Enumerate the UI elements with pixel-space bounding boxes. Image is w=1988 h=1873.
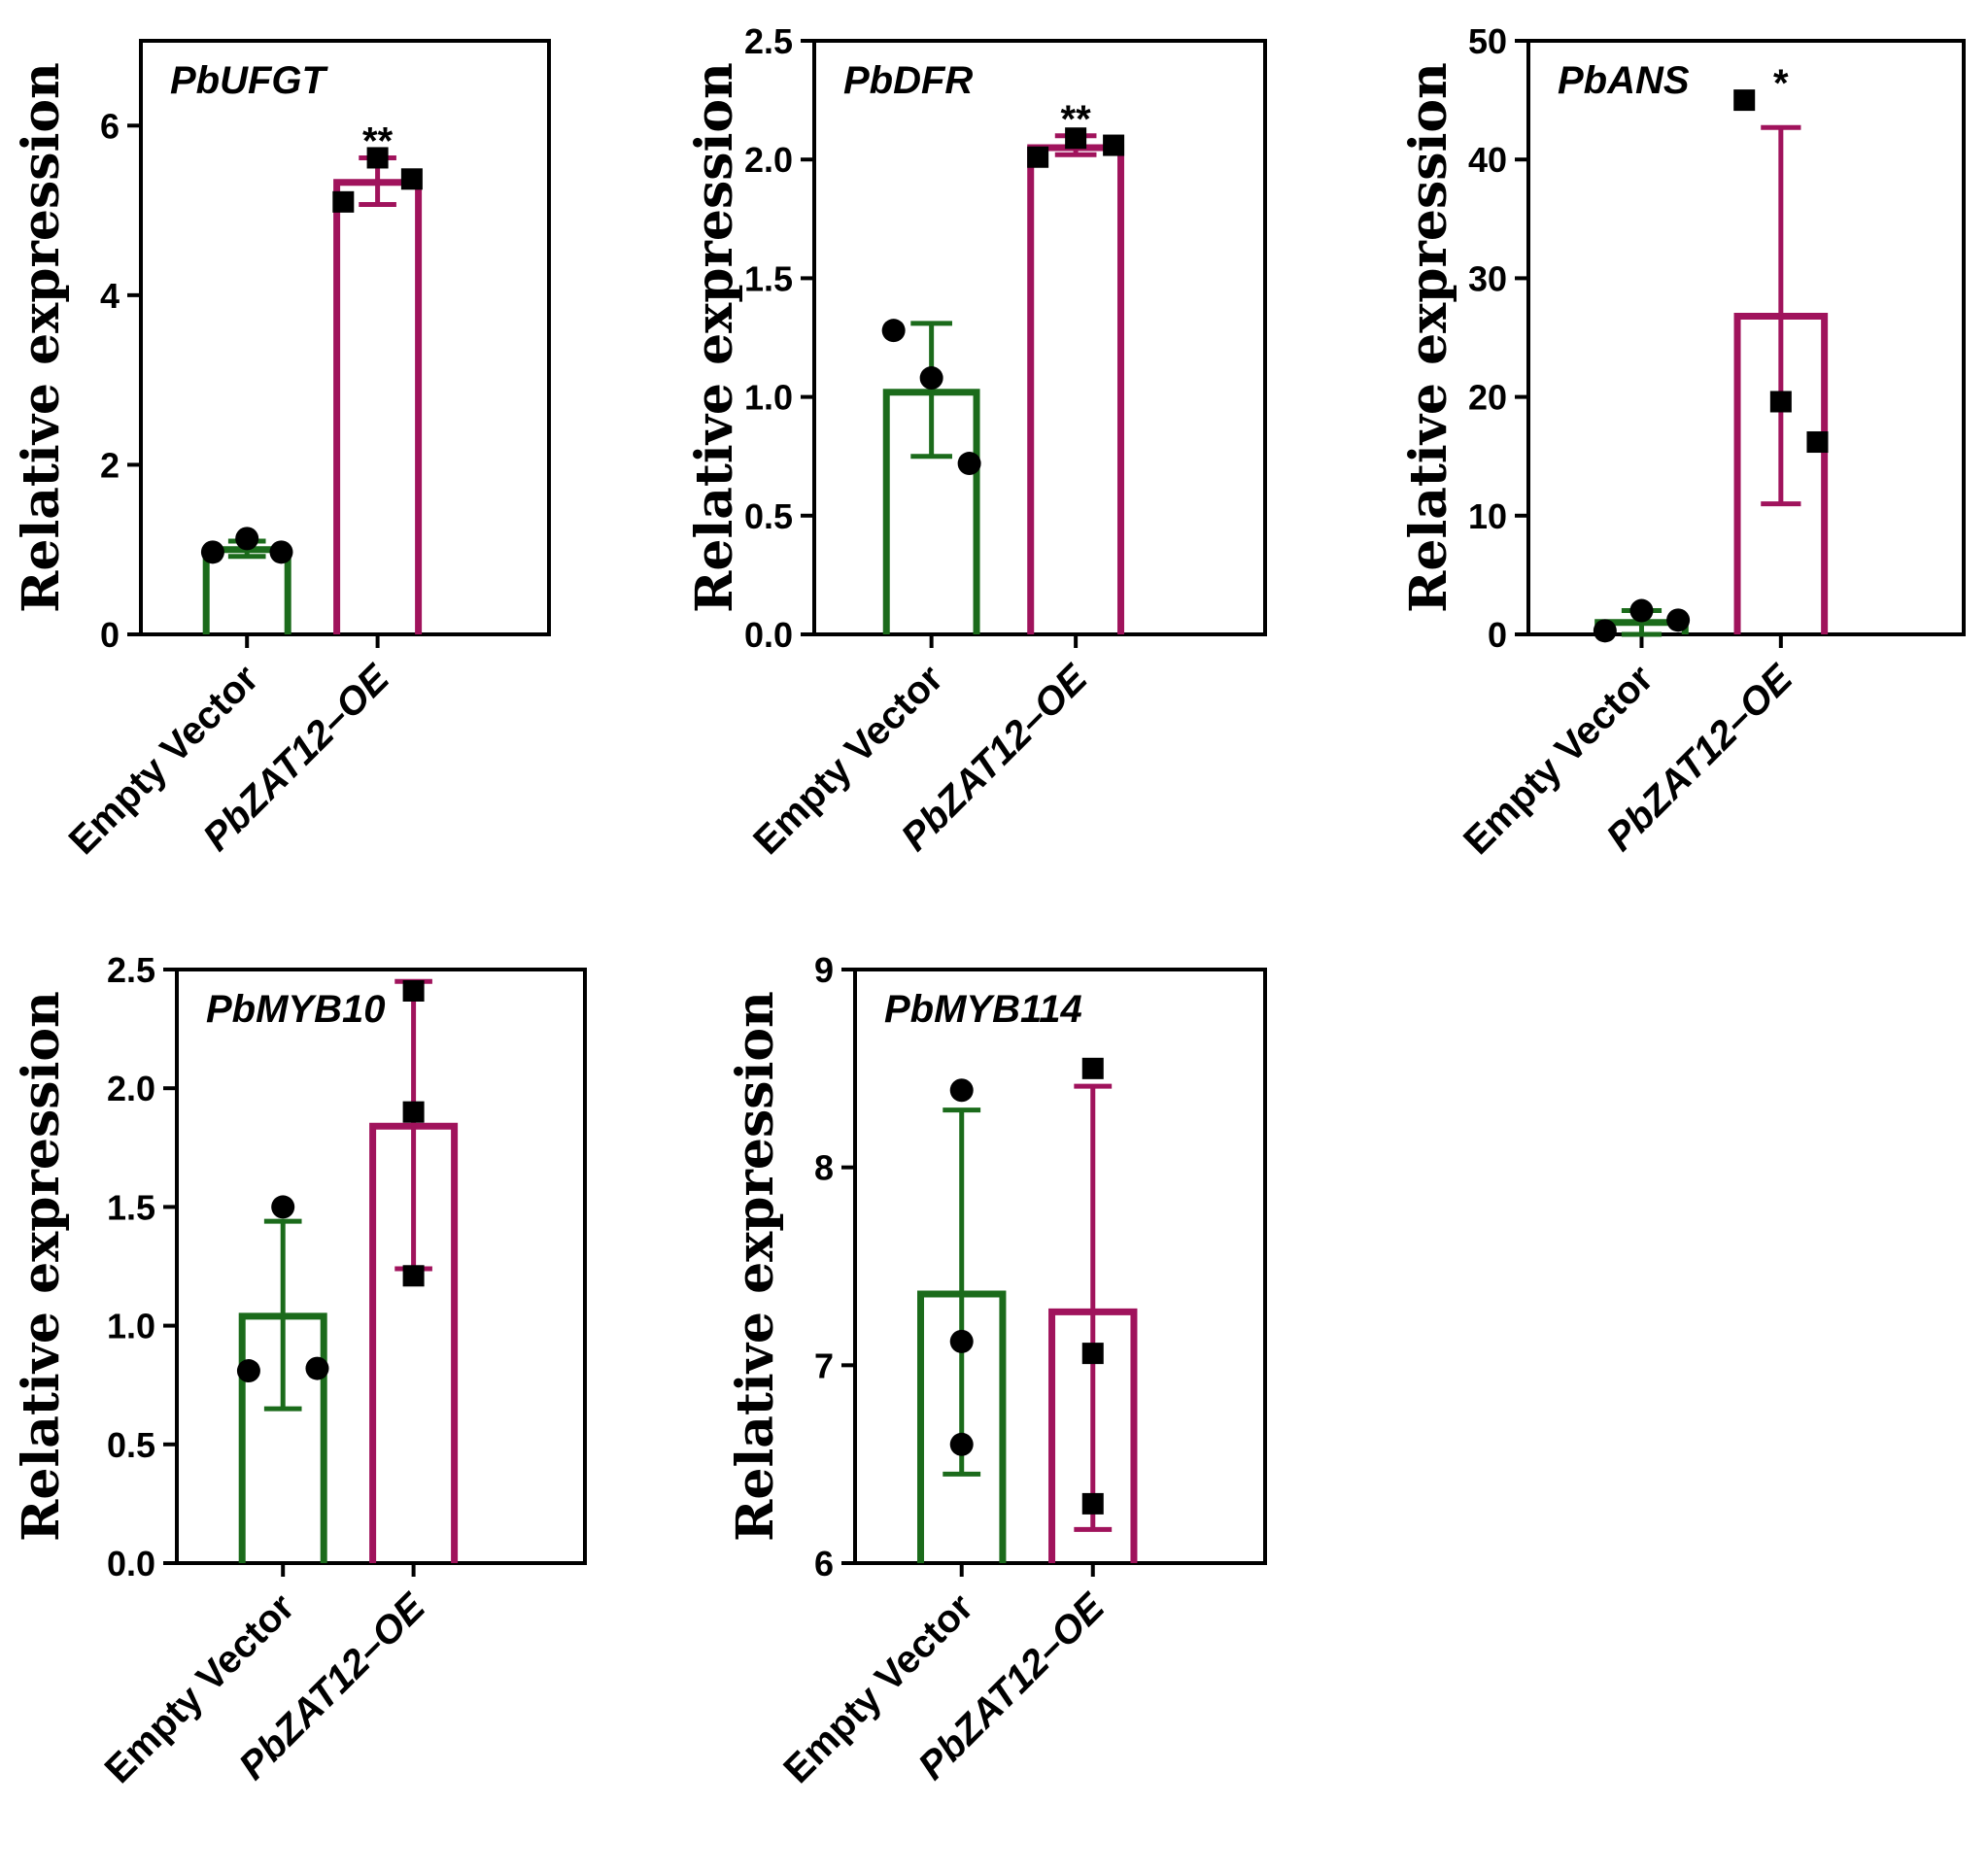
y-tick-label: 1.5 (744, 258, 793, 298)
data-point-square (402, 1265, 425, 1287)
data-point-square (1081, 1057, 1104, 1079)
y-tick-label: 30 (1468, 258, 1507, 298)
data-point-circle (919, 366, 943, 391)
significance-marker: * (1773, 62, 1789, 105)
data-point-square (1769, 391, 1792, 413)
y-tick-label: 1.0 (744, 378, 793, 418)
data-point-square (402, 979, 425, 1002)
y-axis-label: Relative expression (12, 991, 71, 1542)
y-tick-label: 1.0 (107, 1307, 155, 1346)
data-point-circle (881, 319, 906, 343)
y-tick-label: 2 (100, 445, 120, 485)
y-tick-label: 0.5 (107, 1425, 155, 1465)
y-tick-label: 0.5 (744, 496, 793, 536)
data-point-square (332, 190, 355, 213)
bar-pbzat12-oe (333, 179, 423, 634)
data-point-circle (200, 540, 224, 564)
y-tick-label: 20 (1468, 378, 1507, 418)
plot-frame (853, 968, 1267, 1565)
data-point-circle (305, 1356, 329, 1380)
panel-title: PbANS (1558, 59, 1690, 102)
y-tick-label: 40 (1468, 140, 1507, 180)
y-tick-label: 50 (1468, 21, 1507, 61)
data-point-circle (271, 1195, 295, 1219)
y-axis-label: Relative expression (726, 991, 785, 1542)
chart-panel-pbmyb10: 0.0 0.5 1.0 1.5 2.0 2.5 Relative expression PbM… (12, 950, 587, 1791)
y-axis-label: Relative expression (12, 62, 71, 613)
data-point-square (1081, 1343, 1104, 1365)
plot-frame (1526, 39, 1966, 636)
data-point-circle (949, 1432, 974, 1456)
data-point-square (1027, 146, 1049, 168)
y-tick-label: 2.0 (107, 1069, 155, 1108)
y-tick-label: 7 (814, 1345, 834, 1385)
y-tick-label: 6 (814, 1544, 834, 1584)
y-axis-label: Relative expression (685, 62, 744, 613)
y-tick-label: 4 (100, 276, 120, 316)
y-axis-label: Relative expression (1399, 62, 1458, 613)
panel-title: PbMYB114 (884, 988, 1082, 1031)
data-point-circle (1666, 608, 1691, 632)
data-point-square (400, 168, 423, 190)
significance-marker: ** (1061, 98, 1092, 141)
y-tick-label: 6 (100, 106, 120, 146)
bar-pbzat12-oe (1027, 144, 1125, 634)
y-tick-label: 9 (814, 950, 834, 990)
data-point-circle (957, 452, 981, 476)
bar-empty-vector (202, 546, 291, 634)
data-point-circle (269, 540, 293, 564)
y-tick-label: 0 (1488, 615, 1507, 655)
plot-frame (139, 39, 551, 636)
panel-title: PbDFR (843, 59, 973, 102)
panel-title: PbMYB10 (206, 988, 386, 1031)
y-tick-label: 8 (814, 1148, 834, 1188)
data-point-circle (949, 1329, 974, 1353)
y-tick-label: 2.0 (744, 140, 793, 180)
y-tick-label: 1.5 (107, 1187, 155, 1227)
y-tick-label: 0.0 (107, 1544, 155, 1584)
y-tick-label: 0.0 (744, 615, 793, 655)
y-tick-label: 0 (100, 615, 120, 655)
data-point-square (1103, 134, 1125, 156)
panel-title: PbUFGT (170, 59, 329, 102)
y-tick-label: 2.5 (107, 950, 155, 990)
plot-frame (175, 968, 587, 1565)
plot-frame (812, 39, 1267, 636)
data-point-circle (1629, 598, 1654, 623)
data-point-circle (236, 1359, 260, 1383)
data-point-circle (1593, 619, 1617, 643)
data-point-square (1081, 1492, 1104, 1515)
y-tick-label: 2.5 (744, 21, 793, 61)
data-point-square (1806, 431, 1829, 454)
data-point-square (1065, 127, 1087, 150)
data-point-circle (235, 527, 259, 551)
data-point-square (366, 147, 389, 169)
y-tick-label: 10 (1468, 496, 1507, 536)
data-point-square (402, 1101, 425, 1123)
significance-marker: ** (362, 119, 394, 162)
data-point-circle (949, 1078, 974, 1103)
data-point-square (1733, 89, 1756, 112)
